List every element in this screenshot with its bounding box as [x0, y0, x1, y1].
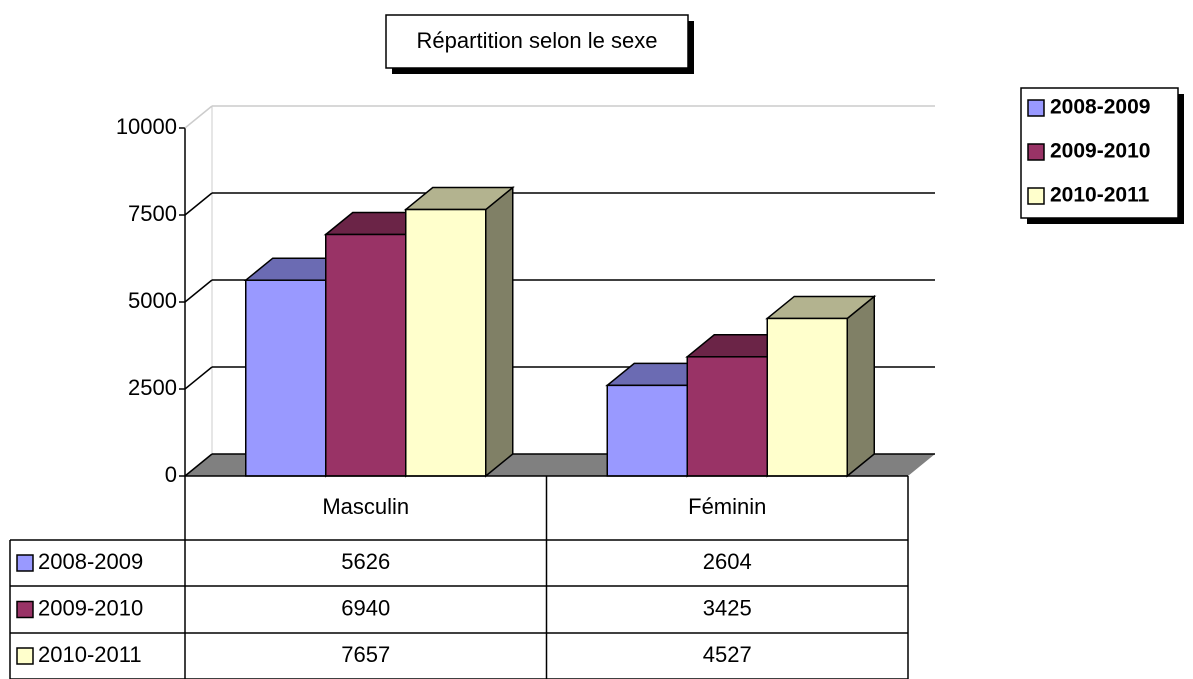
- bar: [325, 233, 407, 477]
- grid-line: [184, 279, 213, 303]
- y-tick-label: 10000: [116, 114, 177, 139]
- legend-key: [1027, 99, 1045, 117]
- table-cell: 2604: [703, 549, 752, 574]
- table-key: [16, 554, 34, 572]
- bar-side: [485, 185, 514, 478]
- table-cell: 4527: [703, 642, 752, 667]
- bar: [686, 356, 768, 477]
- table-header: Masculin: [322, 494, 409, 519]
- table-cell: 7657: [341, 642, 390, 667]
- table-row-label: 2009-2010: [38, 595, 143, 620]
- title-box: [385, 14, 689, 69]
- legend-key: [1027, 187, 1045, 205]
- legend-label: 2010-2011: [1050, 184, 1150, 207]
- table-key: [16, 647, 34, 665]
- grid-line: [184, 453, 213, 477]
- bar-side: [846, 294, 875, 478]
- y-tick-label: 5000: [128, 288, 177, 313]
- grid-line: [184, 366, 213, 390]
- legend-label: 2008-2009: [1050, 96, 1150, 119]
- y-tick-label: 7500: [128, 201, 177, 226]
- table-cell: 3425: [703, 595, 752, 620]
- y-tick-label: 0: [165, 462, 177, 487]
- bar: [606, 384, 688, 477]
- bar: [405, 208, 487, 477]
- table-cell: 5626: [341, 549, 390, 574]
- legend-label: 2009-2010: [1050, 140, 1150, 163]
- table-key: [16, 600, 34, 619]
- legend-box: [1020, 87, 1179, 219]
- table-row-label: 2008-2009: [38, 549, 143, 574]
- grid-line: [184, 105, 213, 129]
- table-row-label: 2010-2011: [38, 642, 142, 667]
- bar: [766, 317, 848, 477]
- bar: [245, 279, 327, 477]
- table-cell: 6940: [341, 595, 390, 620]
- y-tick-label: 2500: [128, 375, 177, 400]
- chart-title: Répartition selon le sexe: [417, 28, 658, 53]
- grid-line: [184, 192, 213, 216]
- table-header: Féminin: [688, 494, 766, 519]
- legend-key: [1027, 143, 1045, 161]
